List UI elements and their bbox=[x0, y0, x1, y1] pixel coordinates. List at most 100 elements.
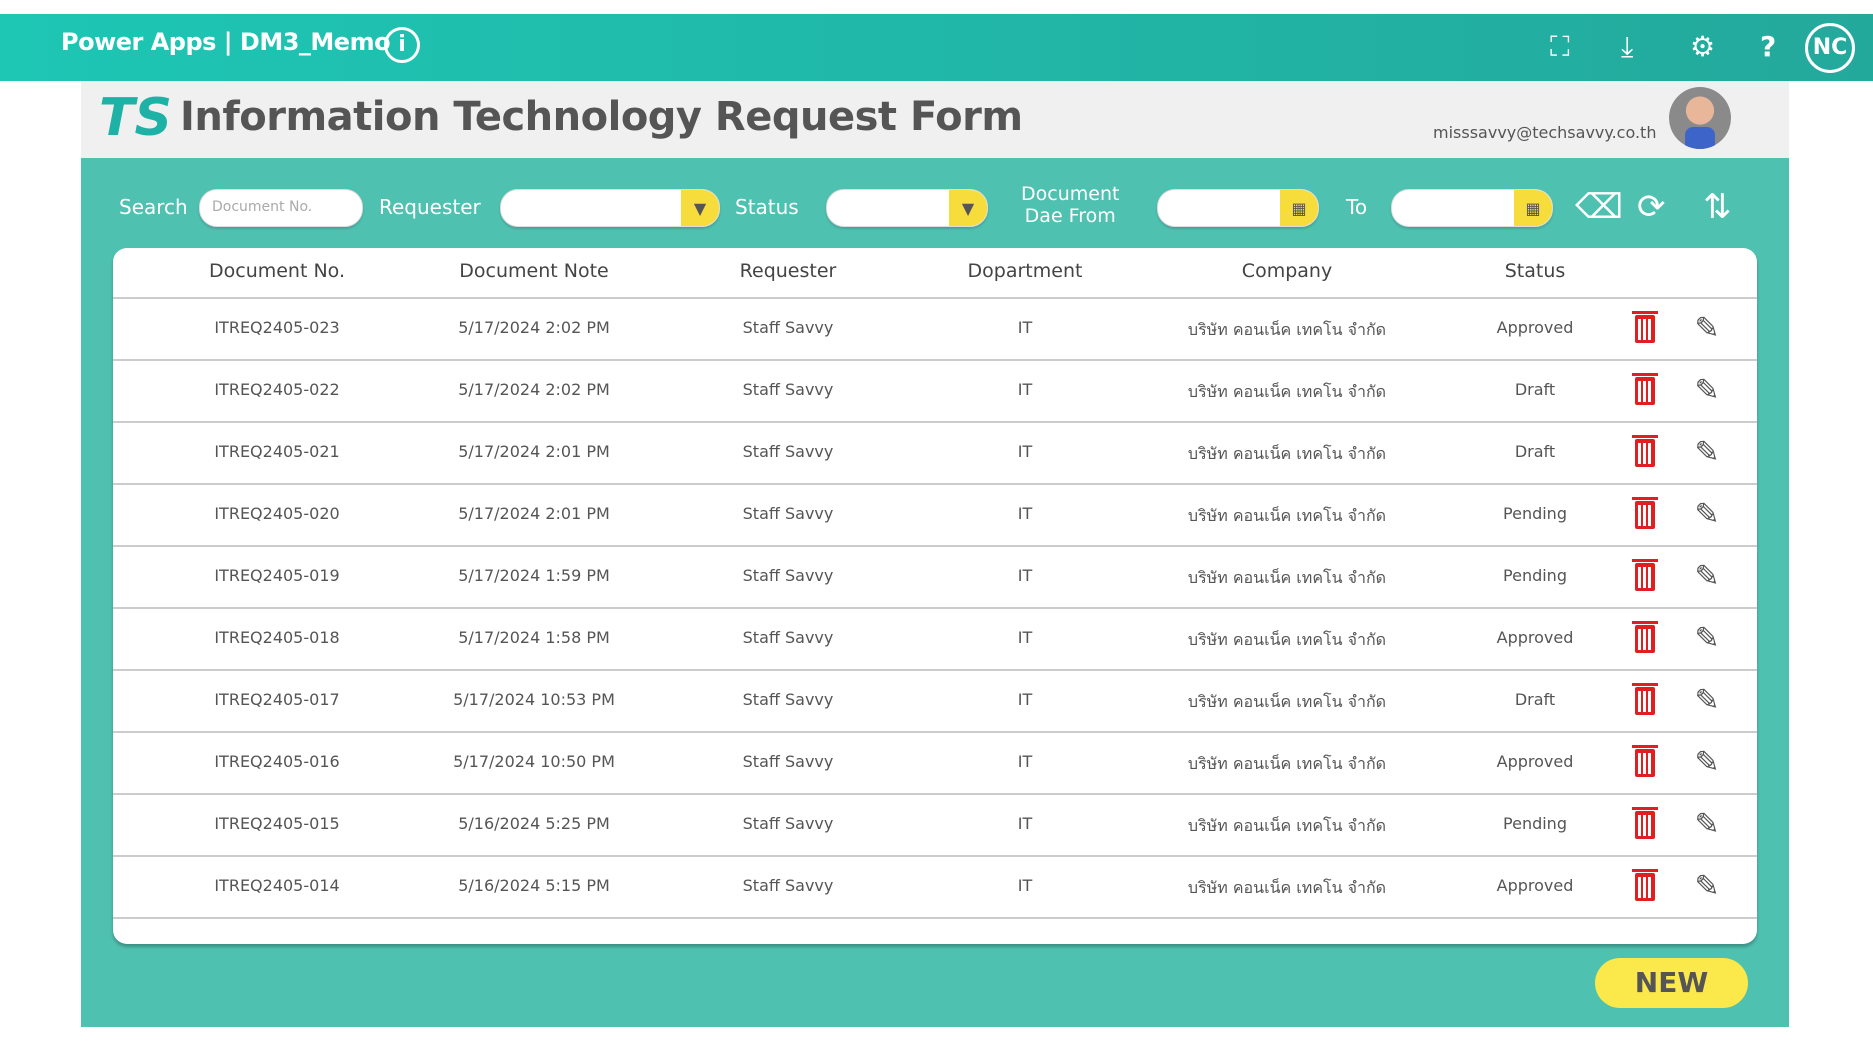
trash-icon[interactable] bbox=[1632, 435, 1658, 467]
cell-company: บริษัท คอนเน็ค เทคโน จำกัด bbox=[1187, 320, 1387, 339]
table-row[interactable]: ITREQ2405-021 5/17/2024 2:01 PM Staff Savv… bbox=[113, 423, 1757, 485]
cell-note: 5/17/2024 2:01 PM bbox=[458, 504, 610, 523]
chevron-down-icon[interactable]: ▼ bbox=[681, 190, 719, 226]
chevron-down-icon[interactable]: ▼ bbox=[949, 190, 987, 226]
cell-status: Draft bbox=[1514, 442, 1556, 461]
edit-pencil-icon[interactable]: ✎ bbox=[1694, 869, 1720, 904]
edit-pencil-icon[interactable]: ✎ bbox=[1694, 807, 1720, 842]
search-input[interactable]: Document No. bbox=[199, 189, 363, 227]
help-icon[interactable]: ? bbox=[1760, 30, 1777, 63]
cell-requester: Staff Savvy bbox=[742, 318, 834, 337]
cell-note: 5/16/2024 5:25 PM bbox=[458, 814, 610, 833]
status-dropdown[interactable]: ▼ bbox=[826, 189, 988, 227]
request-table: Document No. Document Note Requester Dop… bbox=[113, 248, 1757, 944]
cell-doc: ITREQ2405-014 bbox=[214, 876, 340, 895]
table-row[interactable]: ITREQ2405-022 5/17/2024 2:02 PM Staff Savv… bbox=[113, 361, 1757, 423]
trash-icon[interactable] bbox=[1632, 311, 1658, 343]
edit-pencil-icon[interactable]: ✎ bbox=[1694, 745, 1720, 780]
cell-requester: Staff Savvy bbox=[742, 442, 834, 461]
download-icon[interactable]: ⤓ bbox=[1621, 30, 1634, 63]
cell-dept: IT bbox=[1017, 504, 1033, 523]
table-row[interactable]: ITREQ2405-017 5/17/2024 10:53 PM Staff Sav… bbox=[113, 671, 1757, 733]
cell-status: Approved bbox=[1496, 318, 1574, 337]
calendar-icon[interactable]: ▦ bbox=[1280, 190, 1318, 226]
cell-dept: IT bbox=[1017, 752, 1033, 771]
cell-requester: Staff Savvy bbox=[742, 628, 834, 647]
cell-note: 5/17/2024 1:58 PM bbox=[458, 628, 610, 647]
avatar bbox=[1669, 87, 1731, 149]
table-row[interactable]: ITREQ2405-018 5/17/2024 1:58 PM Staff Savv… bbox=[113, 609, 1757, 671]
user-avatar[interactable]: NC bbox=[1805, 23, 1855, 73]
gear-icon[interactable]: ⚙ bbox=[1690, 30, 1716, 63]
cell-status: Pending bbox=[1503, 504, 1567, 523]
cell-company: บริษัท คอนเน็ค เทคโน จำกัด bbox=[1187, 444, 1387, 463]
fit-screen-icon[interactable]: ⛶ bbox=[1550, 30, 1570, 63]
trash-icon[interactable] bbox=[1632, 373, 1658, 405]
table-row[interactable]: ITREQ2405-015 5/16/2024 5:25 PM Staff Savv… bbox=[113, 795, 1757, 857]
date-from-picker[interactable]: ▦ bbox=[1157, 189, 1319, 227]
edit-pencil-icon[interactable]: ✎ bbox=[1694, 435, 1720, 470]
cell-company: บริษัท คอนเน็ค เทคโน จำกัด bbox=[1187, 816, 1387, 835]
trash-icon[interactable] bbox=[1632, 807, 1658, 839]
trash-icon[interactable] bbox=[1632, 683, 1658, 715]
cell-requester: Staff Savvy bbox=[742, 876, 834, 895]
cell-dept: IT bbox=[1017, 690, 1033, 709]
table-row[interactable]: ITREQ2405-019 5/17/2024 1:59 PM Staff Savv… bbox=[113, 547, 1757, 609]
company-logo: TS bbox=[99, 88, 172, 148]
table-row[interactable]: ITREQ2405-020 5/17/2024 2:01 PM Staff Savv… bbox=[113, 485, 1757, 547]
requester-label: Requester bbox=[379, 195, 481, 219]
search-label: Search bbox=[119, 195, 188, 219]
cell-company: บริษัท คอนเน็ค เทคโน จำกัด bbox=[1187, 506, 1387, 525]
cell-doc: ITREQ2405-019 bbox=[214, 566, 340, 585]
cell-company: บริษัท คอนเน็ค เทคโน จำกัด bbox=[1187, 382, 1387, 401]
app-title: Power Apps | DM3_Memo bbox=[61, 28, 391, 56]
cell-status: Pending bbox=[1503, 566, 1567, 585]
sort-icon[interactable]: ⇅ bbox=[1703, 187, 1732, 227]
info-icon[interactable]: i bbox=[384, 27, 420, 63]
form-header: TS Information Technology Request Form m… bbox=[81, 81, 1789, 158]
column-header: Dopartment bbox=[967, 260, 1083, 282]
cell-doc: ITREQ2405-020 bbox=[214, 504, 340, 523]
requester-dropdown[interactable]: ▼ bbox=[500, 189, 720, 227]
cell-company: บริษัท คอนเน็ค เทคโน จำกัด bbox=[1187, 568, 1387, 587]
column-header: Requester bbox=[739, 260, 837, 282]
to-label: To bbox=[1346, 195, 1368, 219]
refresh-icon[interactable]: ⟳ bbox=[1637, 187, 1666, 227]
cell-status: Draft bbox=[1514, 690, 1556, 709]
date-from-label: Document Dae From bbox=[1021, 183, 1119, 227]
cell-dept: IT bbox=[1017, 814, 1033, 833]
cell-doc: ITREQ2405-018 bbox=[214, 628, 340, 647]
trash-icon[interactable] bbox=[1632, 559, 1658, 591]
trash-icon[interactable] bbox=[1632, 621, 1658, 653]
table-row[interactable]: ITREQ2405-014 5/16/2024 5:15 PM Staff Savv… bbox=[113, 857, 1757, 919]
edit-pencil-icon[interactable]: ✎ bbox=[1694, 311, 1720, 346]
table-row[interactable]: ITREQ2405-023 5/17/2024 2:02 PM Staff Savv… bbox=[113, 299, 1757, 361]
trash-icon[interactable] bbox=[1632, 497, 1658, 529]
date-to-picker[interactable]: ▦ bbox=[1391, 189, 1553, 227]
main-panel: Search Document No. Requester ▼ Status ▼… bbox=[81, 158, 1789, 1027]
date-from-label-line1: Document bbox=[1021, 183, 1120, 205]
cell-note: 5/16/2024 5:15 PM bbox=[458, 876, 610, 895]
edit-pencil-icon[interactable]: ✎ bbox=[1694, 559, 1720, 594]
cell-dept: IT bbox=[1017, 318, 1033, 337]
edit-pencil-icon[interactable]: ✎ bbox=[1694, 621, 1720, 656]
cell-company: บริษัท คอนเน็ค เทคโน จำกัด bbox=[1187, 878, 1387, 897]
edit-pencil-icon[interactable]: ✎ bbox=[1694, 683, 1720, 718]
edit-pencil-icon[interactable]: ✎ bbox=[1694, 497, 1720, 532]
edit-pencil-icon[interactable]: ✎ bbox=[1694, 373, 1720, 408]
trash-icon[interactable] bbox=[1632, 869, 1658, 901]
trash-icon[interactable] bbox=[1632, 745, 1658, 777]
user-email: misssavvy@techsavvy.co.th bbox=[1433, 123, 1657, 142]
cell-note: 5/17/2024 10:53 PM bbox=[453, 690, 615, 709]
cell-dept: IT bbox=[1017, 628, 1033, 647]
table-row[interactable]: ITREQ2405-016 5/17/2024 10:50 PM Staff Sav… bbox=[113, 733, 1757, 795]
cell-status: Approved bbox=[1496, 752, 1574, 771]
cell-dept: IT bbox=[1017, 442, 1033, 461]
new-button[interactable]: NEW bbox=[1595, 958, 1748, 1008]
cell-requester: Staff Savvy bbox=[742, 752, 834, 771]
page-title: Information Technology Request Form bbox=[180, 94, 1023, 140]
table-header: Document No. Document Note Requester Dop… bbox=[113, 248, 1757, 299]
calendar-icon[interactable]: ▦ bbox=[1514, 190, 1552, 226]
cell-doc: ITREQ2405-015 bbox=[214, 814, 340, 833]
eraser-icon[interactable]: ⌫ bbox=[1575, 187, 1624, 227]
